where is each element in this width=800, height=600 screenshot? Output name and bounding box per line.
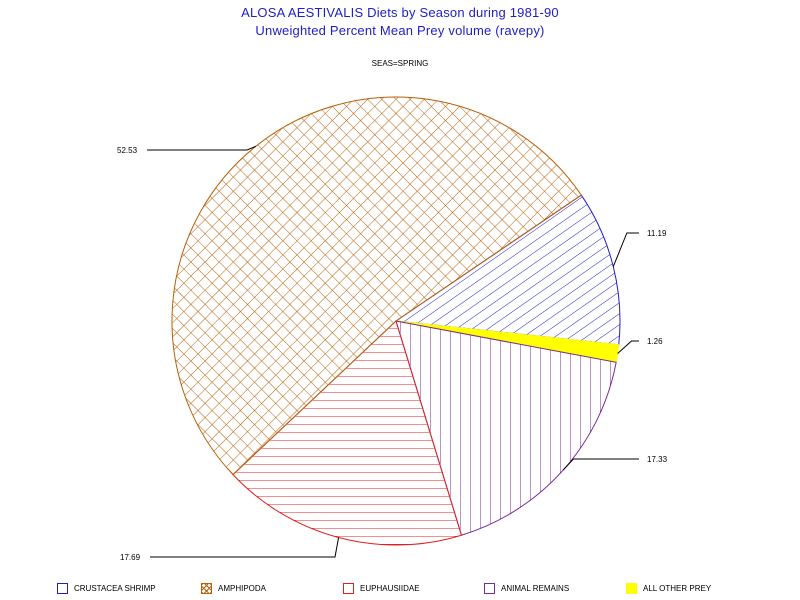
chart-title: ALOSA AESTIVALIS Diets by Season during … <box>241 5 559 20</box>
leader-line-euphausiidae <box>150 537 340 558</box>
slice-animal-remains <box>395 320 617 536</box>
data-label-crustacea-shrimp: 11.19 <box>647 229 667 238</box>
slice-amphipoda <box>171 96 582 476</box>
data-label-animal-remains: 17.33 <box>647 455 668 464</box>
data-label-amphipoda: 52.53 <box>117 146 138 155</box>
leader-line-animal-remains <box>562 458 639 471</box>
panel-label: SEAS=SPRING <box>371 59 429 68</box>
legend: CRUSTACEA SHRIMP AMPHIPODA EUPHAUSIIDAE ANI… <box>0 583 800 597</box>
legend-item-all-other-prey: ALL OTHER PREY <box>626 583 711 594</box>
leader-line-amphipoda <box>147 145 256 151</box>
data-label-all-other-prey: 1.26 <box>647 337 663 346</box>
legend-item-animal-remains: ANIMAL REMAINS <box>484 583 569 594</box>
leader-line-crustacea-shrimp <box>612 232 639 267</box>
slice-euphausiidae <box>232 320 463 546</box>
legend-label-animal-remains: ANIMAL REMAINS <box>501 584 570 593</box>
legend-swatch-euphausiidae <box>343 583 354 594</box>
legend-label-euphausiidae: EUPHAUSIIDAE <box>360 584 420 593</box>
slice-crustacea-shrimp <box>394 194 621 346</box>
legend-swatch-animal-remains <box>484 583 495 594</box>
legend-swatch-amphipoda <box>201 583 212 594</box>
legend-item-amphipoda: AMPHIPODA <box>201 583 266 594</box>
leader-line-all-other-prey <box>617 340 639 354</box>
legend-item-euphausiidae: EUPHAUSIIDAE <box>343 583 420 594</box>
chart-subtitle: Unweighted Percent Mean Prey volume (rav… <box>255 23 545 38</box>
legend-swatch-crustacea-shrimp <box>57 583 68 594</box>
legend-label-amphipoda: AMPHIPODA <box>218 584 267 593</box>
legend-item-crustacea-shrimp: CRUSTACEA SHRIMP <box>57 583 156 594</box>
legend-swatch-all-other-prey <box>626 583 637 594</box>
legend-label-crustacea-shrimp: CRUSTACEA SHRIMP <box>74 584 156 593</box>
legend-label-all-other-prey: ALL OTHER PREY <box>643 584 712 593</box>
data-label-euphausiidae: 17.69 <box>120 553 141 562</box>
